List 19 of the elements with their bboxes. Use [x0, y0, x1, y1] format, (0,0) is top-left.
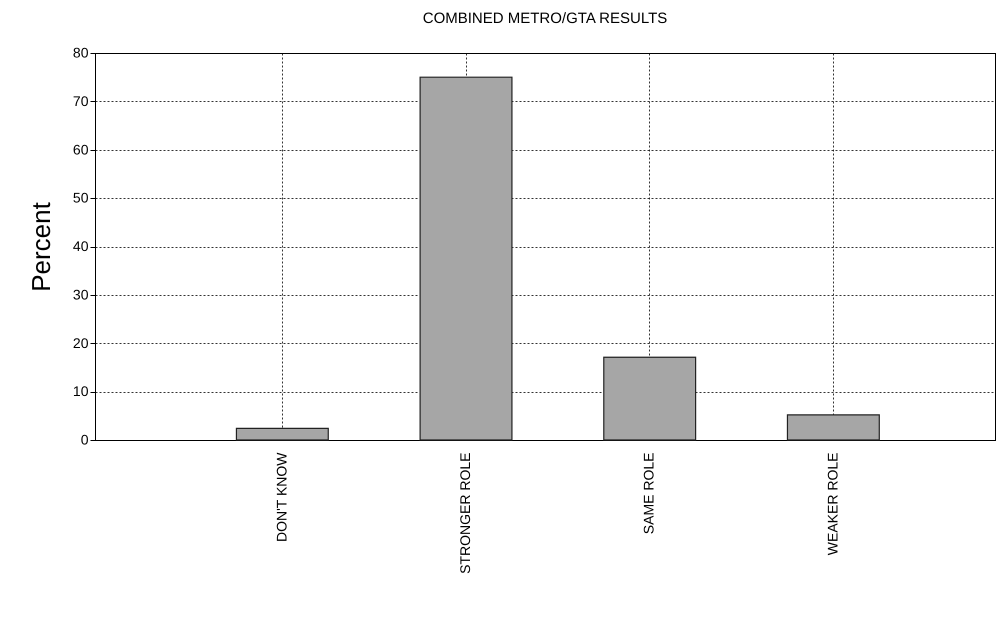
- y-tick-label: 60: [72, 141, 89, 158]
- chart-title: COMBINED METRO/GTA RESULTS: [422, 10, 668, 27]
- bar: [603, 356, 696, 441]
- x-tick-label: DON'T KNOW: [273, 452, 290, 542]
- y-tick-label: 30: [72, 286, 89, 302]
- y-tick-label: 10: [72, 383, 89, 400]
- x-tick-label: SAME ROLE: [640, 452, 657, 534]
- y-tick-label: 50: [72, 190, 89, 206]
- bar: [786, 414, 880, 441]
- x-tick-label: STRONGER ROLE: [457, 452, 474, 574]
- y-tick-label: 40: [72, 238, 89, 254]
- bar: [420, 76, 513, 441]
- bar: [236, 428, 329, 441]
- y-tick-label: 20: [72, 334, 89, 351]
- y-tick-label: 70: [72, 92, 89, 109]
- y-tick-label: 80: [72, 44, 89, 60]
- y-tick-label: 0: [80, 432, 89, 448]
- x-tick-label: WEAKER ROLE: [824, 452, 840, 556]
- y-axis-title: Percent: [26, 201, 56, 292]
